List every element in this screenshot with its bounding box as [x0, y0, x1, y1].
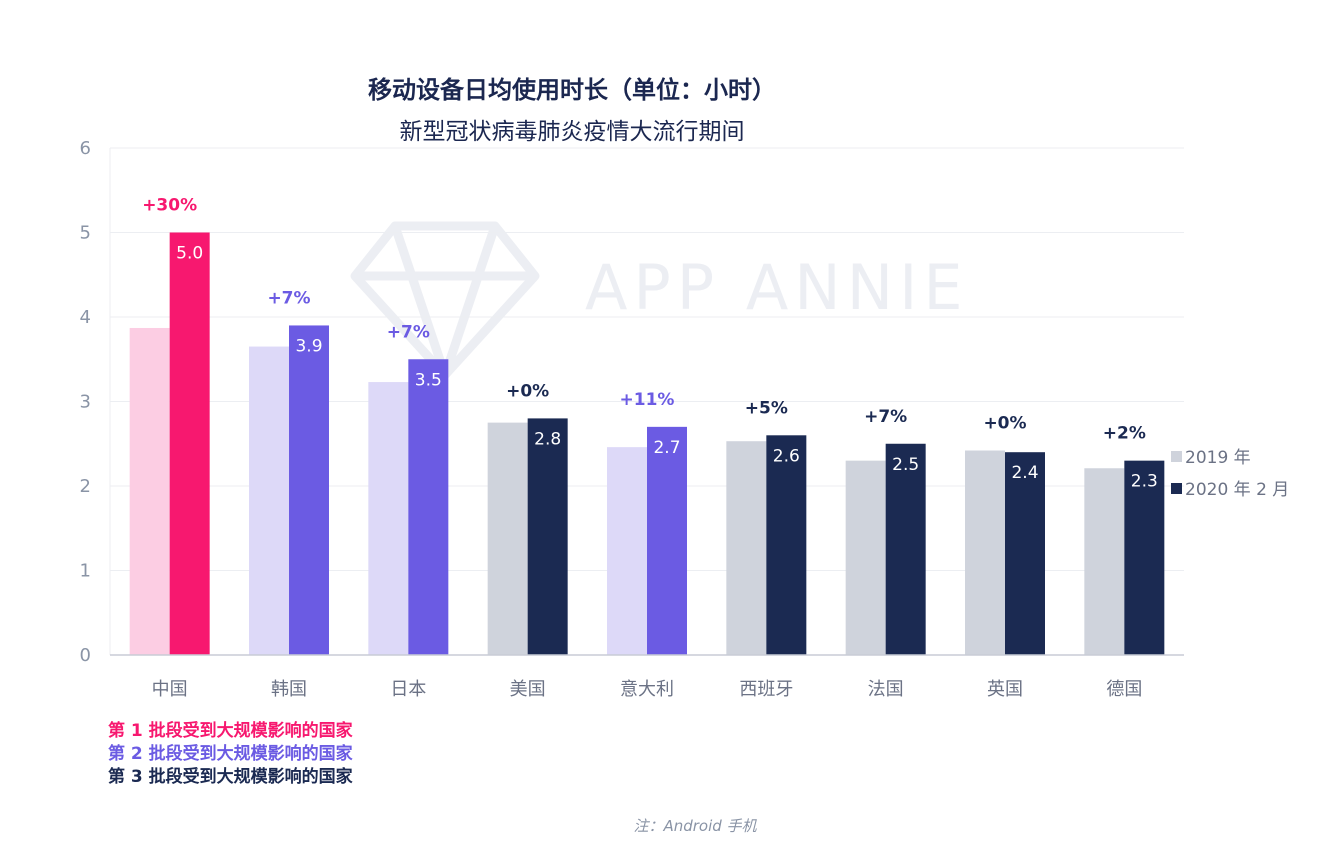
- legend-swatch-2019: [1171, 451, 1182, 462]
- bar-2019: [607, 447, 647, 655]
- diamond-logo-icon: [350, 221, 540, 380]
- growth-label: +0%: [983, 414, 1026, 434]
- wave-note-2: 第 2 批段受到大规模影响的国家: [108, 743, 353, 764]
- bar-2019: [845, 460, 886, 655]
- bar-2020-feb: [527, 418, 568, 655]
- bar-2019: [129, 327, 170, 655]
- growth-label: +30%: [142, 196, 197, 216]
- y-tick-label: 6: [80, 138, 91, 159]
- growth-label: +2%: [1103, 424, 1146, 444]
- value-label: 2.5: [892, 455, 919, 475]
- value-label: 2.4: [1011, 463, 1038, 483]
- wave-note-3: 第 3 批段受到大规模影响的国家: [108, 766, 353, 787]
- growth-label: +7%: [387, 322, 430, 342]
- bar-2019: [249, 346, 289, 655]
- value-label: 3.9: [295, 336, 322, 356]
- app-annie-watermark: APP ANNIE: [350, 221, 969, 380]
- bar-2020-feb: [408, 359, 449, 655]
- bar-2019: [487, 422, 528, 655]
- value-label: 3.5: [415, 370, 442, 390]
- growth-label: +7%: [267, 288, 310, 308]
- labels: 0 1 2 3 4 5 6 5.0 +30% 中国 3.9 +7% 韩国 3.5 +7% 日本 2.8 +0% 美国…: [80, 138, 1158, 700]
- x-tick-label: 法国: [868, 679, 904, 700]
- wave-note-1: 第 1 批段受到大规模影响的国家: [108, 720, 353, 741]
- bar-2019: [1084, 468, 1125, 655]
- growth-label: +7%: [864, 407, 907, 427]
- value-label: 2.8: [534, 429, 561, 449]
- bar-2020-feb: [289, 325, 329, 655]
- value-label: 2.3: [1131, 472, 1158, 492]
- x-tick-label: 意大利: [620, 679, 674, 700]
- growth-label: +5%: [745, 398, 788, 418]
- y-tick-label: 5: [80, 223, 91, 244]
- growth-label: +0%: [506, 381, 549, 401]
- bar-2020-feb: [169, 232, 210, 655]
- bar-2019: [965, 450, 1005, 655]
- x-tick-label: 美国: [510, 679, 546, 700]
- bar-2020-feb: [766, 435, 807, 655]
- bars: [129, 232, 1165, 655]
- x-tick-label: 日本: [390, 679, 426, 700]
- y-tick-label: 2: [80, 476, 91, 497]
- bar-2020-feb: [1124, 460, 1165, 655]
- y-tick-label: 4: [80, 307, 91, 328]
- x-tick-label: 韩国: [271, 679, 307, 700]
- legend: 2019 年 2020 年 2 月: [1171, 448, 1289, 500]
- y-tick-label: 3: [80, 392, 91, 413]
- watermark-text: APP ANNIE: [585, 251, 969, 324]
- value-label: 5.0: [176, 244, 203, 264]
- legend-swatch-2020-feb: [1171, 483, 1182, 494]
- legend-label-2020-feb: 2020 年 2 月: [1185, 480, 1289, 500]
- value-label: 2.6: [773, 446, 800, 466]
- x-tick-label: 中国: [152, 679, 188, 700]
- chart-title: 移动设备日均使用时长（单位：小时）: [368, 76, 776, 104]
- value-label: 2.7: [653, 438, 680, 458]
- wave-notes: 第 1 批段受到大规模影响的国家 第 2 批段受到大规模影响的国家 第 3 批段…: [108, 720, 353, 787]
- growth-label: +11%: [620, 390, 675, 410]
- legend-label-2019: 2019 年: [1185, 448, 1251, 468]
- bar-2019: [726, 441, 767, 655]
- bar-2019: [368, 382, 409, 655]
- y-tick-label: 0: [80, 645, 91, 666]
- footnote: 注：Android 手机: [633, 817, 757, 835]
- x-tick-label: 德国: [1106, 679, 1142, 700]
- x-tick-label: 西班牙: [739, 679, 793, 700]
- y-tick-label: 1: [80, 561, 91, 582]
- bar-2020-feb: [647, 426, 687, 655]
- chart-subtitle: 新型冠状病毒肺炎疫情大流行期间: [400, 119, 745, 145]
- bar-2020-feb: [1005, 452, 1045, 655]
- bar-2020-feb: [885, 443, 926, 655]
- x-tick-label: 英国: [987, 679, 1023, 700]
